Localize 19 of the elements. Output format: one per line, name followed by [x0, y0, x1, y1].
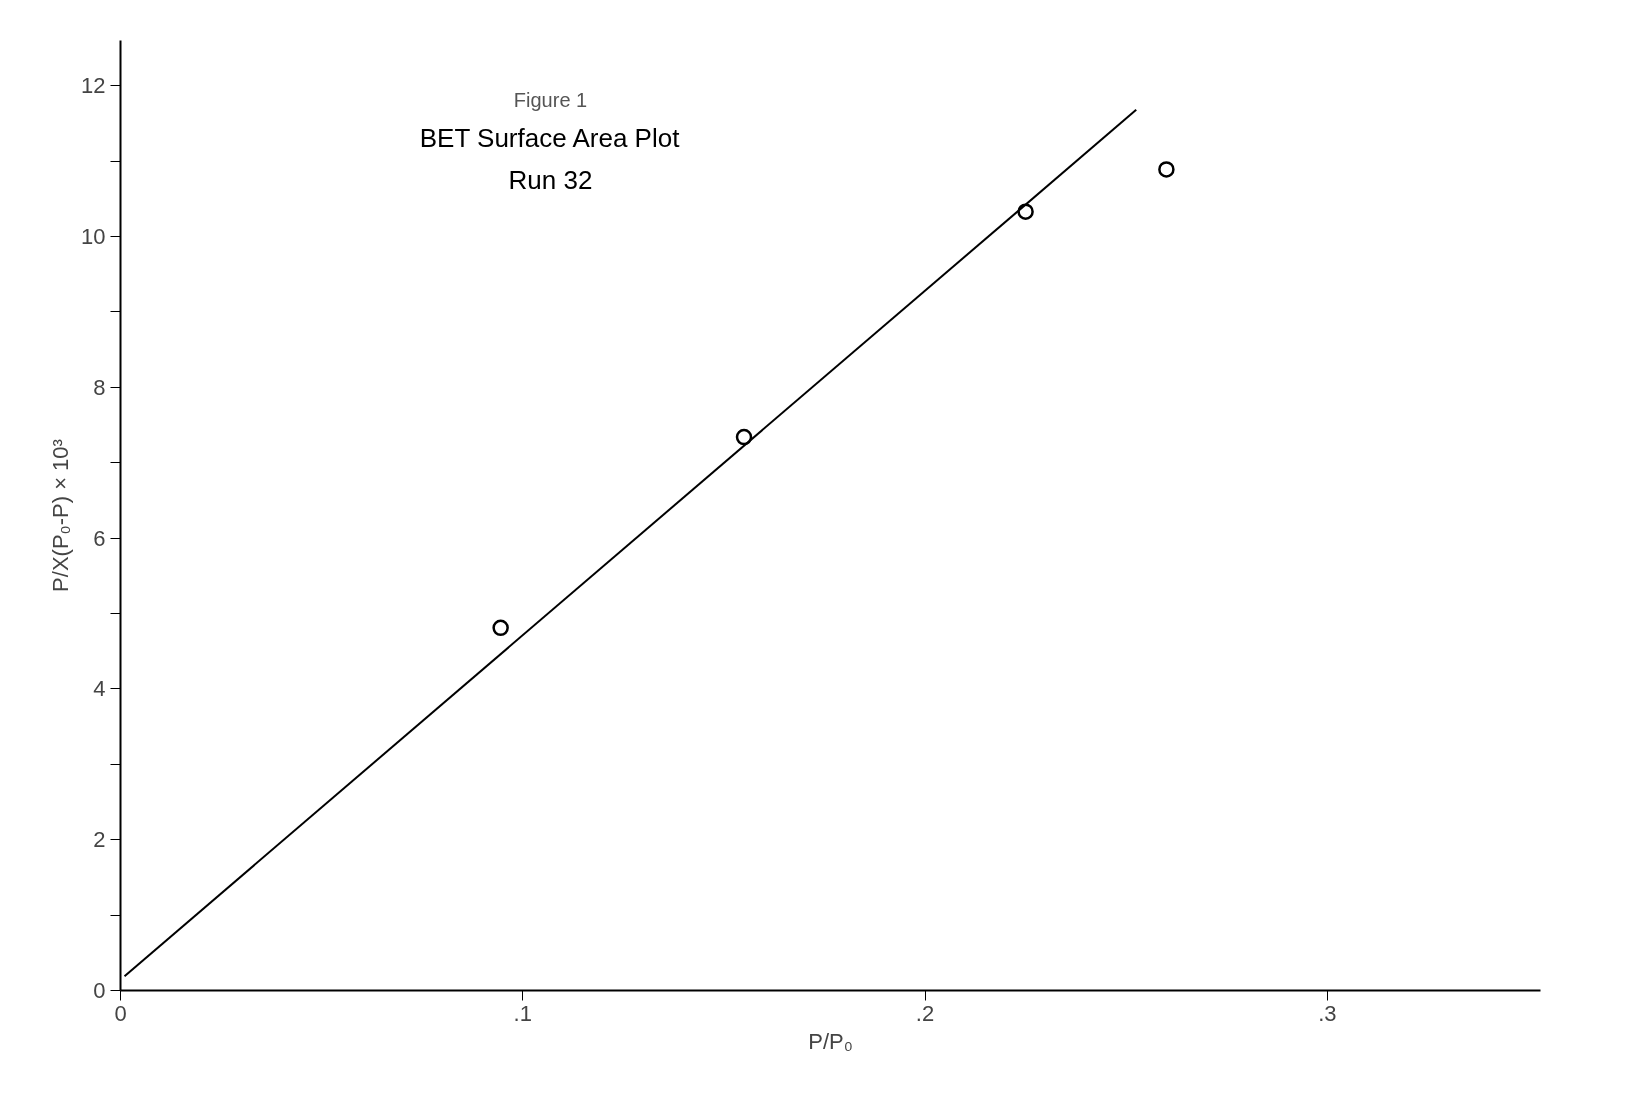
annotation: Run 32 [508, 164, 593, 195]
y-tick-label: 8 [93, 374, 106, 400]
text: Figure 1 [513, 88, 588, 111]
x-tick-label: .3 [1318, 1000, 1337, 1026]
y-tick-label: 4 [93, 676, 106, 702]
x-tick-label: .2 [915, 1000, 935, 1026]
y-tick-label: 10 [81, 224, 106, 250]
point [735, 428, 753, 446]
y-axis-title: P/X(P₀-P) × 10³ [48, 439, 74, 592]
y-tick-label: 12 [81, 73, 106, 99]
y-tick-label: 6 [93, 525, 106, 551]
text: BET Surface Area Plot [419, 122, 681, 153]
x-axis-title: P/P₀ [808, 1028, 853, 1054]
x-tick-label: .1 [513, 1000, 532, 1026]
y-tick-label: 0 [93, 978, 106, 1003]
x-tick-label: 0 [114, 1000, 127, 1026]
point [1158, 161, 1175, 178]
y-tick-label: 2 [93, 827, 106, 853]
point [492, 619, 509, 637]
